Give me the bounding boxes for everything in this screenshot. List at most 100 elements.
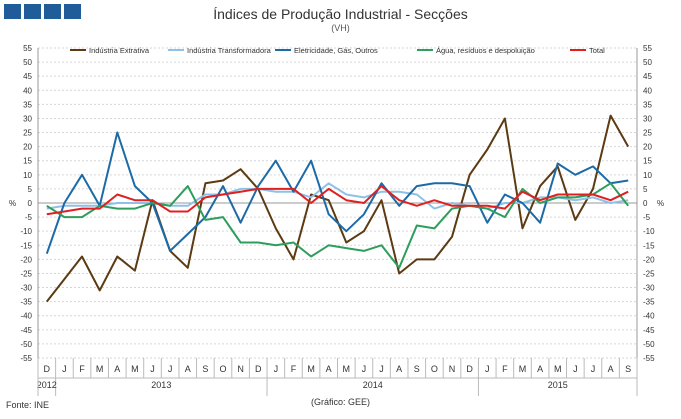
y-tick-label-left: -15: [20, 241, 32, 250]
y-tick-label-left: 10: [23, 171, 32, 180]
y-tick-label-left: 35: [23, 100, 32, 109]
month-tick-label: D: [466, 364, 473, 374]
logo-block-2: [24, 4, 41, 19]
y-tick-label-left: 0: [28, 199, 33, 208]
year-tick-label: 2014: [363, 380, 383, 390]
y-tick-label-left: -35: [20, 298, 32, 307]
month-tick-label: S: [202, 364, 208, 374]
logo-block-3: [44, 4, 61, 19]
month-tick-label: J: [362, 364, 367, 374]
month-tick-label: O: [219, 364, 226, 374]
y-tick-label-right: 0: [643, 199, 648, 208]
month-tick-label: M: [131, 364, 139, 374]
month-tick-label: J: [573, 364, 578, 374]
y-tick-label-right: -45: [643, 326, 655, 335]
series-line: [46, 114, 630, 303]
chart-subtitle: (VH): [331, 23, 350, 33]
y-tick-label-right: 25: [643, 129, 652, 138]
month-tick-label: F: [502, 364, 508, 374]
year-tick-label: 2013: [151, 380, 171, 390]
month-tick-label: N: [449, 364, 456, 374]
y-tick-label-left: -30: [20, 284, 32, 293]
y-tick-label-left: 25: [23, 129, 32, 138]
y-tick-label-right: 40: [643, 86, 652, 95]
y-tick-label-right: -55: [643, 354, 655, 363]
month-tick-label: A: [326, 364, 332, 374]
y-tick-label-right: 55: [643, 44, 652, 53]
y-tick-label-right: -50: [643, 340, 655, 349]
legend-label: Indústria Transformadora: [187, 46, 272, 55]
y-tick-label-left: 15: [23, 157, 32, 166]
y-tick-label-left: 45: [23, 72, 32, 81]
month-tick-label: M: [554, 364, 562, 374]
chart-credit: (Gráfico: GEE): [310, 397, 370, 407]
ine-logo-icon: [4, 4, 81, 19]
y-tick-label-right: -20: [643, 255, 655, 264]
y-tick-label-left: -50: [20, 340, 32, 349]
month-tick-label: J: [150, 364, 155, 374]
series-line: [46, 182, 629, 210]
y-tick-label-left: -40: [20, 312, 32, 321]
y-tick-label-right: 20: [643, 143, 652, 152]
month-tick-label: J: [62, 364, 67, 374]
y-tick-label-left: 40: [23, 86, 32, 95]
y-tick-label-left: -10: [20, 227, 32, 236]
month-tick-label: M: [519, 364, 527, 374]
series-line: [46, 185, 629, 216]
month-tick-label: A: [608, 364, 614, 374]
month-tick-label: D: [44, 364, 51, 374]
y-tick-label-right: -35: [643, 298, 655, 307]
y-tick-label-right: 50: [643, 58, 652, 67]
y-tick-label-left: -20: [20, 255, 32, 264]
month-tick-label: J: [168, 364, 173, 374]
month-tick-label: A: [396, 364, 402, 374]
y-tick-label-right: 5: [643, 185, 648, 194]
logo-block-1: [4, 4, 21, 19]
month-tick-label: J: [274, 364, 279, 374]
month-tick-label: J: [379, 364, 384, 374]
y-tick-label-left: 20: [23, 143, 32, 152]
y-tick-label-left: 5: [28, 185, 33, 194]
year-tick-label: 2015: [548, 380, 568, 390]
y-tick-label-right: -15: [643, 241, 655, 250]
y-tick-label-left: -55: [20, 354, 32, 363]
year-tick-label: 2012: [37, 380, 57, 390]
y-tick-label-right: 15: [643, 157, 652, 166]
y-tick-label-right: -10: [643, 227, 655, 236]
legend-label: Eletricidade, Gás, Outros: [294, 46, 378, 55]
series-line: [46, 182, 629, 269]
y-tick-label-right: -40: [643, 312, 655, 321]
series-line: [45, 131, 629, 255]
y-tick-label-left: -5: [25, 213, 33, 222]
month-tick-label: O: [431, 364, 438, 374]
logo-block-4: [64, 4, 81, 19]
month-tick-label: J: [591, 364, 596, 374]
legend-label: Total: [589, 46, 605, 55]
y-tick-label-right: 30: [643, 114, 652, 123]
month-tick-label: A: [537, 364, 543, 374]
y-tick-label-right: 35: [643, 100, 652, 109]
month-tick-label: S: [414, 364, 420, 374]
month-tick-label: M: [307, 364, 315, 374]
y-tick-label-left: 55: [23, 44, 32, 53]
month-tick-label: S: [625, 364, 631, 374]
source-note: Fonte: INE: [6, 400, 50, 410]
y-tick-label-left: 30: [23, 114, 32, 123]
y-tick-label-left: -25: [20, 269, 32, 278]
month-tick-label: D: [255, 364, 262, 374]
month-tick-label: F: [291, 364, 297, 374]
month-tick-label: M: [96, 364, 104, 374]
legend-label: Água, resíduos e despoluição: [436, 46, 535, 55]
y-tick-label-right: 45: [643, 72, 652, 81]
month-tick-label: A: [114, 364, 120, 374]
y-tick-label-right: -5: [643, 213, 651, 222]
month-tick-label: F: [79, 364, 85, 374]
month-tick-label: N: [237, 364, 244, 374]
y-tick-label-right: -30: [643, 284, 655, 293]
y-tick-label-left: -45: [20, 326, 32, 335]
y-tick-label-right: -25: [643, 269, 655, 278]
y-axis-label-left: %: [9, 199, 16, 208]
y-tick-label-left: 50: [23, 58, 32, 67]
y-axis-label-right: %: [657, 199, 664, 208]
